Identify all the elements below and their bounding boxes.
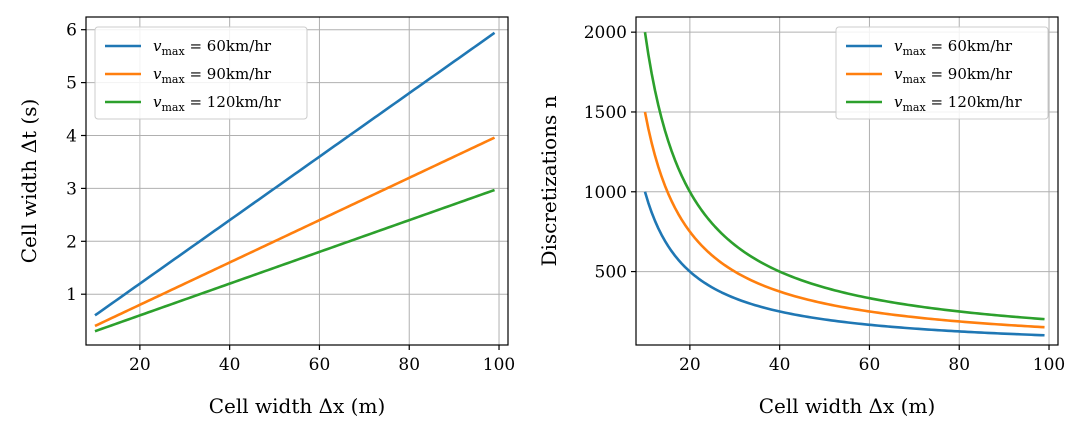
x-tick-label: 20: [679, 355, 701, 375]
y-tick-label: 5: [66, 74, 77, 94]
y-tick-label: 1: [66, 285, 77, 305]
chart-discretizations: 20 40 60 80 100 500 1000 1500 2000 Cell width Δx …: [537, 16, 1065, 418]
y-tick-label: 500: [595, 263, 627, 283]
series-line-60: [94, 31, 496, 317]
y-tick-label: 6: [66, 21, 77, 41]
legend-label: vmax = 90km/hr: [894, 65, 1013, 86]
y-tick-label: 1000: [584, 183, 627, 203]
legend-label: vmax = 90km/hr: [153, 65, 272, 86]
axes-frame: [635, 16, 1059, 346]
x-tick-label: 20: [129, 355, 151, 375]
x-tick-label: 80: [948, 355, 970, 375]
y-tick-label: 3: [66, 179, 77, 199]
y-tick-label: 4: [66, 127, 77, 147]
series-line-120: [94, 188, 495, 333]
y-tick-label: 2000: [584, 23, 627, 43]
x-tick-label: 60: [309, 355, 331, 375]
series-line-90: [643, 111, 1045, 329]
legend-label: vmax = 60km/hr: [894, 37, 1013, 58]
series-line-120: [643, 31, 1045, 321]
x-tick-label: 60: [859, 355, 881, 375]
chart-cell-width-time: 20 40 60 80 100 1 2 3 4 5 6 Cell width Δx (m) Cell w…: [17, 16, 515, 418]
x-tick-label: 80: [398, 355, 420, 375]
y-tick-label: 2: [66, 232, 77, 252]
series-line-60: [643, 191, 1045, 337]
y-axis-label: Cell width Δt (s): [17, 99, 41, 264]
x-tick-label: 40: [219, 355, 241, 375]
legend-box: [835, 26, 1049, 120]
x-axis-label: Cell width Δx (m): [759, 394, 936, 418]
axes-frame: [85, 16, 509, 346]
legend-label: vmax = 120km/hr: [153, 93, 281, 114]
series-line-90: [94, 136, 496, 328]
y-tick-label: 1500: [584, 103, 627, 123]
legend-box: [94, 26, 308, 120]
x-tick-label: 100: [1033, 355, 1065, 375]
x-axis-label: Cell width Δx (m): [209, 394, 386, 418]
legend-label: vmax = 120km/hr: [894, 93, 1022, 114]
x-tick-label: 100: [483, 355, 515, 375]
legend-label: vmax = 60km/hr: [153, 37, 272, 58]
x-tick-label: 40: [769, 355, 791, 375]
y-axis-label: Discretizations n: [537, 95, 561, 266]
